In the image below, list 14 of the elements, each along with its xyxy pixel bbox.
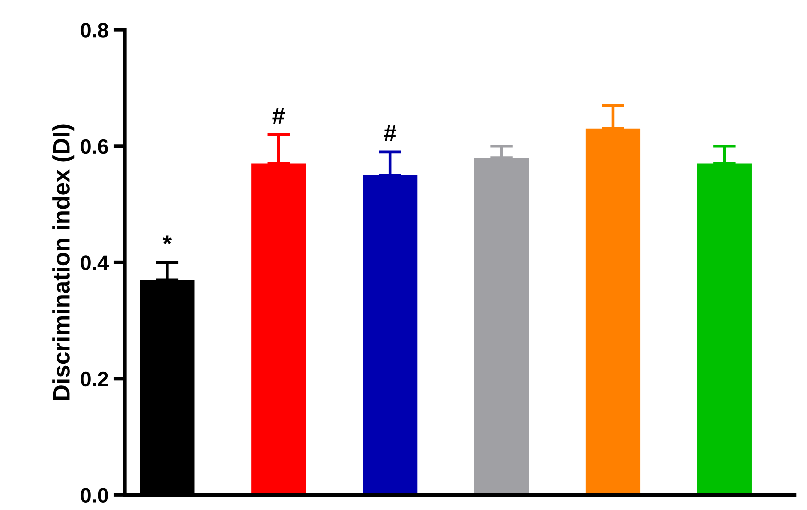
bar <box>474 158 530 496</box>
y-axis-title: Discrimination index (DI) <box>52 124 75 400</box>
y-tick-label: 0.8 <box>80 23 108 38</box>
bar <box>586 128 641 496</box>
y-tick-label: 0.0 <box>80 488 108 503</box>
bar <box>697 164 752 496</box>
y-tick-label: 0.2 <box>80 372 108 387</box>
annotation: * <box>162 236 172 244</box>
annotation: # <box>272 108 286 124</box>
bar <box>363 175 418 496</box>
y-tick-label: 0.4 <box>80 256 110 270</box>
y-tick-label: 0.6 <box>80 139 108 154</box>
annotation: # <box>384 125 397 142</box>
bar <box>252 164 306 496</box>
